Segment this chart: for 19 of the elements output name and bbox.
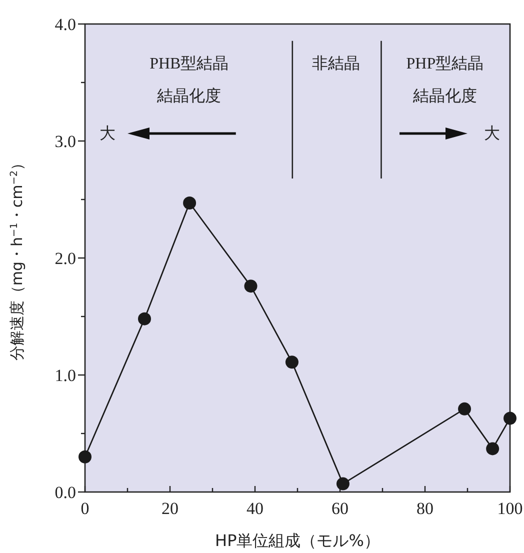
x-tick-label: 80 [416, 499, 434, 518]
y-tick-label: 2.0 [54, 249, 76, 268]
x-tick-label: 60 [332, 499, 348, 518]
y-tick-label: 3.0 [54, 132, 76, 151]
x-tick-label: 20 [162, 499, 178, 518]
annotation: PHB型結晶 [150, 55, 229, 72]
annotation: 結晶化度 [156, 87, 222, 106]
annotation: 非結晶 [312, 54, 360, 72]
x-tick-label: 100 [497, 499, 523, 518]
y-tick-label: 0.0 [54, 483, 76, 502]
x-tick-label: 0 [80, 499, 90, 518]
annotation: PHP型結晶 [406, 55, 484, 72]
annotation: 大 [484, 124, 500, 143]
y-tick-label: 1.0 [54, 366, 76, 385]
x-tick-label: 40 [246, 499, 264, 518]
annotation: 大 [100, 124, 116, 143]
annotation: 結晶化度 [412, 87, 477, 106]
y-tick-label: 4.0 [54, 15, 76, 34]
x-axis-title: HP単位組成（モル%） [215, 531, 380, 550]
